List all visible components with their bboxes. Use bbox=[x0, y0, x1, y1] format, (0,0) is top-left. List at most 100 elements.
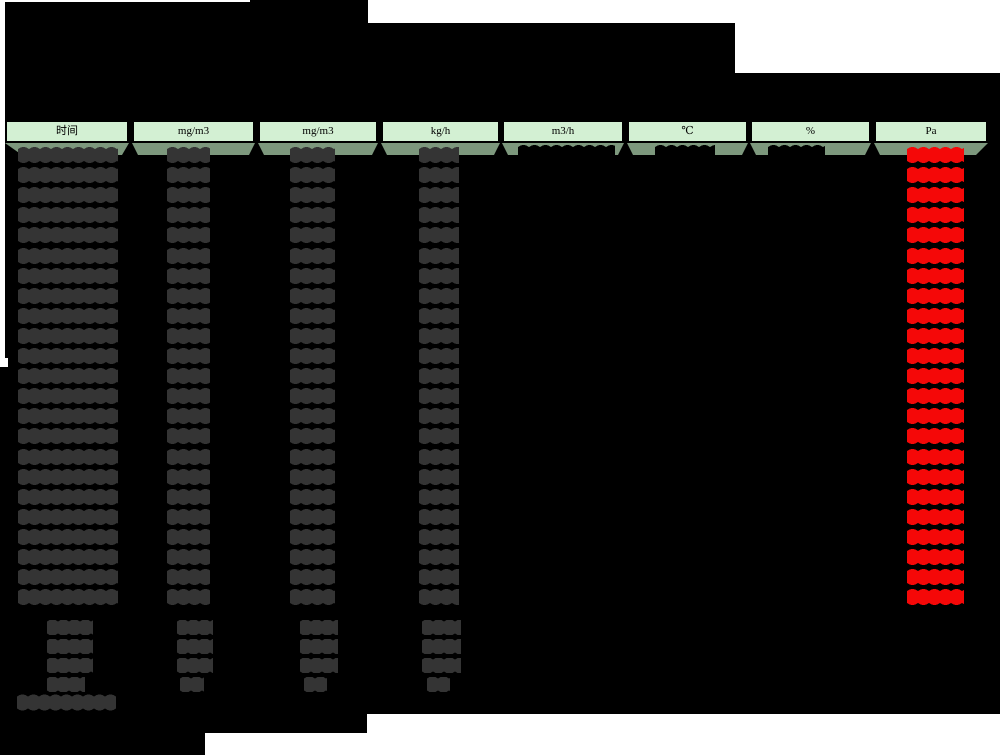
redacted-value-blob bbox=[167, 489, 210, 505]
redacted-value-blob bbox=[18, 248, 118, 264]
redacted-value-blob bbox=[167, 388, 210, 404]
header-cell-humidity: % bbox=[750, 120, 871, 143]
redacted-value-blob bbox=[290, 207, 335, 223]
white-margin-top-center bbox=[368, 0, 735, 23]
white-margin-left-stub bbox=[0, 358, 8, 367]
summary-value-blob bbox=[177, 658, 213, 673]
redacted-value-blob bbox=[419, 348, 459, 364]
redacted-value-blob bbox=[167, 348, 210, 364]
alarm-value-blob bbox=[907, 469, 964, 485]
alarm-value-blob bbox=[907, 449, 964, 465]
redacted-value-blob bbox=[167, 469, 210, 485]
redacted-value-blob bbox=[167, 408, 210, 424]
redacted-value-blob bbox=[419, 549, 459, 565]
redacted-value-blob bbox=[167, 569, 210, 585]
redacted-value-blob bbox=[167, 529, 210, 545]
summary-value-blob bbox=[300, 639, 338, 654]
redacted-value-blob bbox=[18, 509, 118, 525]
summary-value-blob bbox=[300, 658, 338, 673]
redacted-value-blob bbox=[290, 489, 335, 505]
summary-value-blob bbox=[180, 677, 204, 692]
alarm-value-blob bbox=[907, 428, 964, 444]
alarm-value-blob bbox=[907, 589, 964, 605]
header-cell-temp: ℃ bbox=[627, 120, 748, 143]
redacted-value-blob bbox=[167, 368, 210, 384]
redacted-value-blob bbox=[419, 388, 459, 404]
redacted-value-blob bbox=[290, 589, 335, 605]
alarm-value-blob bbox=[907, 147, 964, 163]
redacted-value-blob bbox=[290, 147, 335, 163]
redacted-value-blob bbox=[18, 308, 118, 324]
redacted-value-blob bbox=[167, 449, 210, 465]
redacted-value-blob bbox=[419, 207, 459, 223]
alarm-value-blob bbox=[907, 569, 964, 585]
redacted-value-blob bbox=[167, 428, 210, 444]
summary-value-blob bbox=[422, 658, 461, 673]
alarm-value-blob bbox=[907, 388, 964, 404]
redacted-value-blob bbox=[290, 569, 335, 585]
redacted-value-blob bbox=[18, 167, 118, 183]
footer-note-blob bbox=[17, 694, 116, 711]
redacted-value-blob bbox=[419, 167, 459, 183]
redacted-value-blob bbox=[18, 147, 118, 163]
redacted-value-blob bbox=[18, 589, 118, 605]
alarm-value-blob bbox=[907, 288, 964, 304]
redacted-value-blob bbox=[18, 288, 118, 304]
redacted-value-blob bbox=[167, 328, 210, 344]
redacted-value-blob bbox=[419, 248, 459, 264]
white-margin-left-strip bbox=[0, 0, 5, 366]
redacted-value-blob bbox=[419, 187, 459, 203]
redacted-value-blob bbox=[18, 328, 118, 344]
redacted-value-blob bbox=[419, 569, 459, 585]
alarm-value-blob bbox=[907, 348, 964, 364]
header-cell-conc1: mg/m3 bbox=[132, 120, 255, 143]
summary-value-blob bbox=[47, 677, 85, 692]
redacted-value-blob bbox=[18, 388, 118, 404]
summary-value-blob bbox=[47, 639, 93, 654]
summary-value-blob bbox=[47, 658, 93, 673]
redacted-value-blob bbox=[18, 268, 118, 284]
redacted-value-blob bbox=[167, 308, 210, 324]
redacted-value-blob bbox=[167, 288, 210, 304]
redacted-value-blob bbox=[18, 449, 118, 465]
redacted-value-blob bbox=[290, 368, 335, 384]
alarm-value-blob bbox=[907, 368, 964, 384]
alarm-value-blob bbox=[907, 509, 964, 525]
white-margin-bottom-small bbox=[205, 733, 367, 755]
redacted-value-blob bbox=[18, 408, 118, 424]
redacted-value-blob-black bbox=[518, 145, 615, 161]
redacted-value-blob bbox=[419, 449, 459, 465]
alarm-value-blob bbox=[907, 207, 964, 223]
summary-value-blob bbox=[427, 677, 450, 692]
redacted-value-blob bbox=[419, 227, 459, 243]
header-cell-pressure: Pa bbox=[874, 120, 988, 143]
summary-value-blob bbox=[47, 620, 93, 635]
redacted-value-blob bbox=[419, 328, 459, 344]
redacted-value-blob bbox=[290, 288, 335, 304]
alarm-value-blob bbox=[907, 408, 964, 424]
white-margin-top-right bbox=[735, 0, 1000, 73]
redacted-value-blob bbox=[290, 268, 335, 284]
alarm-value-blob bbox=[907, 549, 964, 565]
redacted-value-blob bbox=[290, 248, 335, 264]
redacted-value-blob bbox=[419, 408, 459, 424]
alarm-value-blob bbox=[907, 248, 964, 264]
redacted-value-blob bbox=[290, 509, 335, 525]
summary-value-blob bbox=[300, 620, 338, 635]
white-margin-top-strip bbox=[0, 0, 250, 2]
redacted-value-blob bbox=[290, 328, 335, 344]
redacted-value-blob bbox=[18, 207, 118, 223]
redacted-value-blob bbox=[18, 187, 118, 203]
redacted-value-blob bbox=[18, 549, 118, 565]
alarm-value-blob bbox=[907, 268, 964, 284]
redacted-value-blob bbox=[167, 268, 210, 284]
redacted-value-blob bbox=[18, 348, 118, 364]
redacted-value-blob bbox=[290, 549, 335, 565]
redacted-value-blob bbox=[167, 589, 210, 605]
redacted-value-blob bbox=[167, 248, 210, 264]
header-cell-rate: kg/h bbox=[381, 120, 500, 143]
redacted-value-blob bbox=[167, 207, 210, 223]
alarm-value-blob bbox=[907, 187, 964, 203]
header-cell-conc2: mg/m3 bbox=[258, 120, 378, 143]
